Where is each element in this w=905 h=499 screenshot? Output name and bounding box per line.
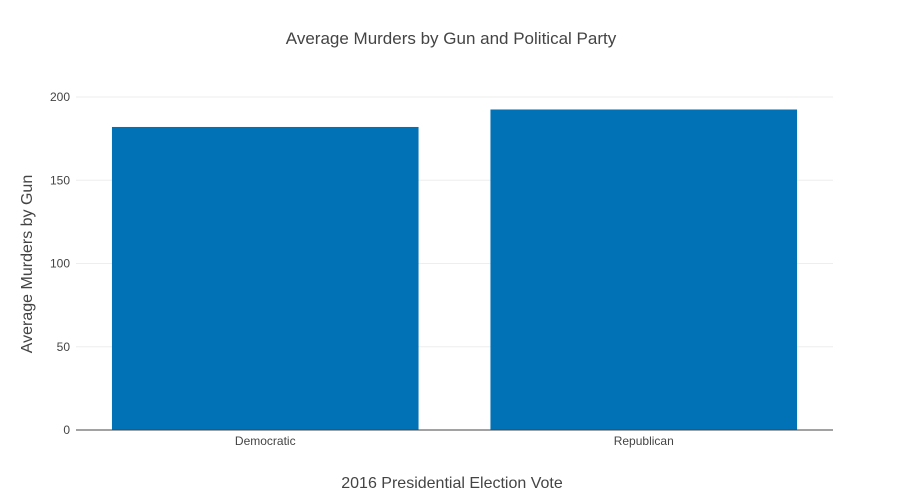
bars: [111, 109, 798, 431]
y-tick-label: 100: [50, 257, 70, 271]
x-axis-ticks: Democratic Republican: [235, 434, 674, 448]
x-axis-title: 2016 Presidential Election Vote: [341, 475, 563, 492]
y-tick-label: 0: [63, 423, 70, 437]
y-tick-label: 200: [50, 90, 70, 104]
y-axis-title: Average Murders by Gun: [19, 175, 36, 353]
y-tick-label: 150: [50, 173, 70, 187]
chart-title: Average Murders by Gun and Political Par…: [286, 29, 617, 48]
bar-democratic: [111, 126, 419, 430]
y-tick-label: 50: [57, 340, 71, 354]
x-tick-label: Republican: [614, 434, 674, 448]
x-tick-label: Democratic: [235, 434, 296, 448]
bar-republican: [490, 109, 798, 431]
y-axis-ticks: 0 50 100 150 200: [50, 90, 70, 437]
